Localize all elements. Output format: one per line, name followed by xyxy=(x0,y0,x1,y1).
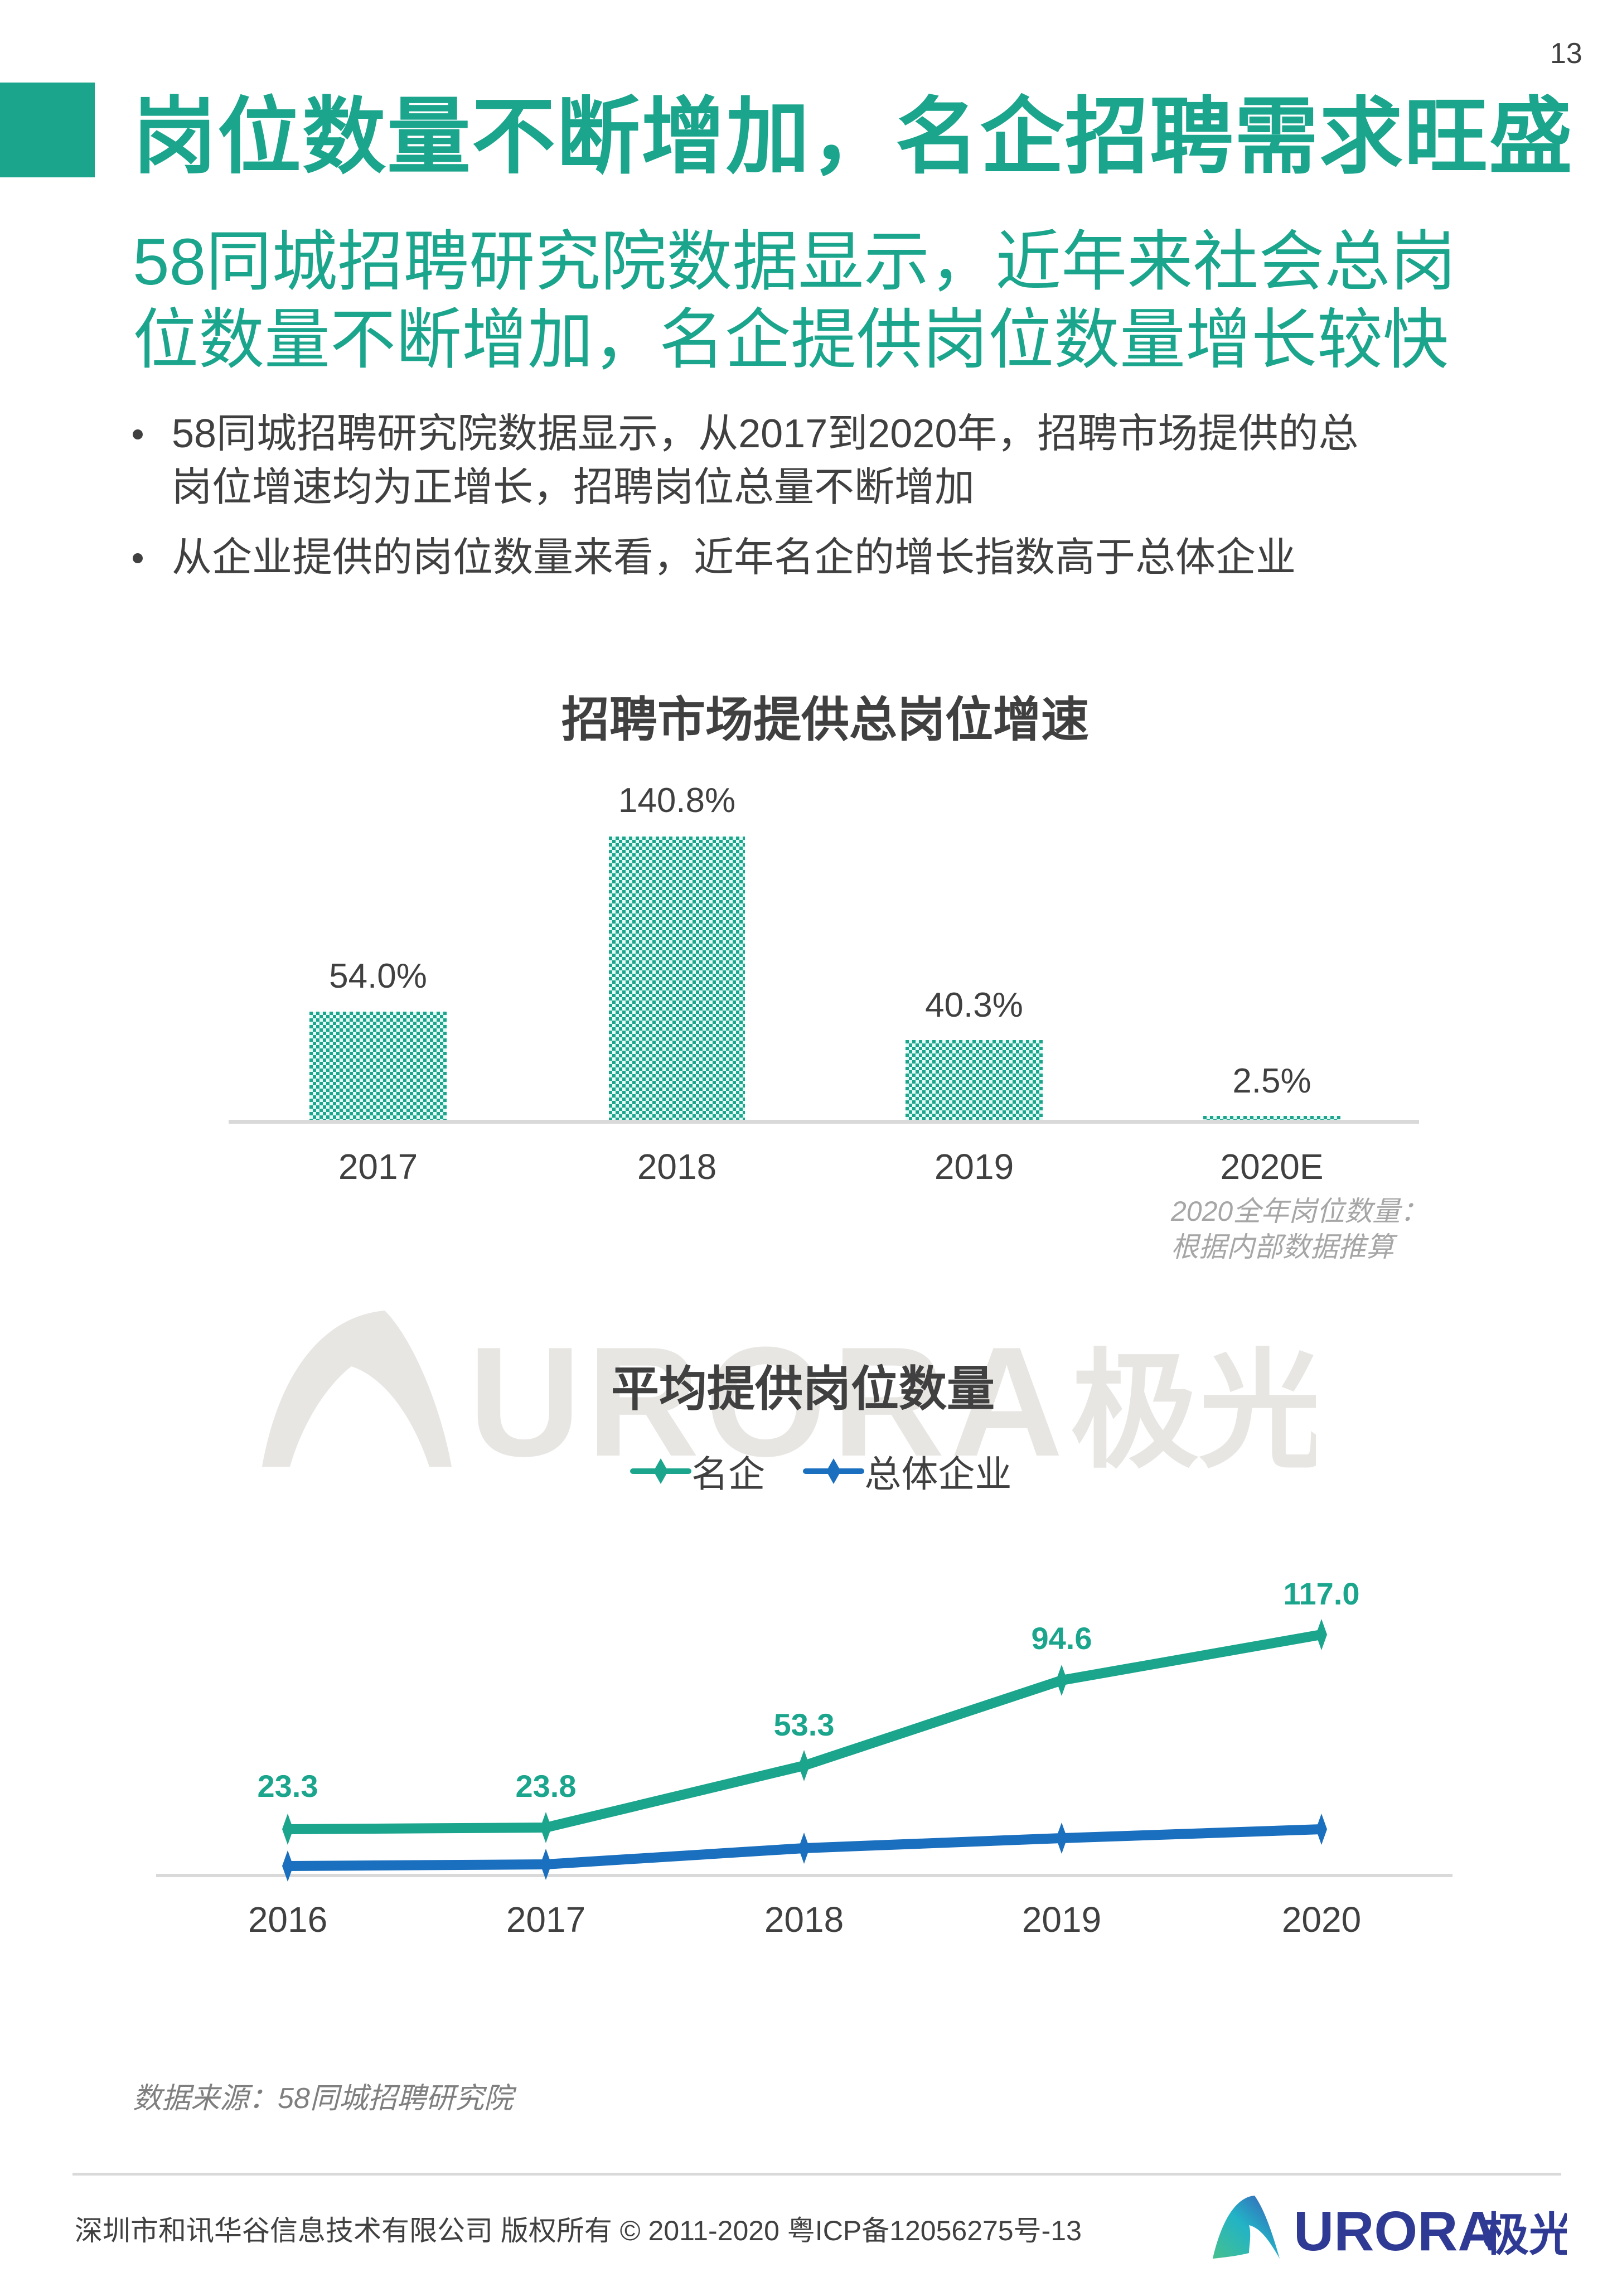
svg-text:极光: 极光 xyxy=(1071,1337,1316,1472)
legend-item-mingqi: 名企 xyxy=(630,1444,765,1498)
line-chart-legend: 名企 总体企业 xyxy=(630,1444,1039,1498)
page-number: 13 xyxy=(1550,37,1582,70)
line-value-label: 94.6 xyxy=(1031,1621,1092,1656)
svg-text:URORA: URORA xyxy=(468,1315,1069,1472)
bar-category-label: 2020E xyxy=(1220,1147,1324,1187)
bar-value-label: 40.3% xyxy=(925,986,1023,1024)
bar-value-label: 2.5% xyxy=(1232,1062,1311,1100)
footer-copyright: 深圳市和讯华谷信息技术有限公司 版权所有 © 2011-2020 粤ICP备12… xyxy=(75,2215,1082,2246)
series-markers-overall xyxy=(282,1814,1327,1882)
subtitle-line-2: 位数量不断增加，名企提供岗位数量增长较快 xyxy=(133,303,1449,377)
line-chart-title: 平均提供岗位数量 xyxy=(611,1362,995,1416)
title-accent-bar xyxy=(0,83,95,177)
line-value-label: 23.8 xyxy=(515,1768,577,1804)
bar-2019 xyxy=(906,1040,1043,1121)
line-value-label: 117.0 xyxy=(1283,1576,1360,1611)
bar-2020e xyxy=(1203,1116,1340,1121)
bar-2017 xyxy=(309,1012,447,1121)
bar-category-label: 2018 xyxy=(637,1147,717,1187)
legend-item-overall: 总体企业 xyxy=(803,1444,1011,1498)
svg-text:URORA: URORA xyxy=(1294,2200,1498,2261)
bullet-text-cont: 岗位增速均为正增长，招聘岗位总量不断增加 xyxy=(172,465,975,510)
bar-chart-annotation: 2020全年岗位数量： 根据内部数据推算 xyxy=(1171,1193,1428,1265)
bar-chart-title: 招聘市场提供总岗位增速 xyxy=(561,693,1089,747)
bullet-dot-icon xyxy=(133,429,143,439)
line-category-label: 2019 xyxy=(1021,1899,1102,1940)
page-subtitle: 58同城招聘研究院数据显示，近年来社会总岗 位数量不断增加，名企提供岗位数量增长… xyxy=(133,223,1582,379)
page-title: 岗位数量不断增加，名企招聘需求旺盛 xyxy=(133,90,1574,183)
bar-category-label: 2019 xyxy=(934,1147,1014,1187)
legend-diamond-line-icon xyxy=(803,1458,865,1484)
line-category-label: 2020 xyxy=(1281,1899,1362,1940)
aurora-watermark-icon: URORA 极光 xyxy=(262,1311,1316,1472)
legend-diamond-line-icon xyxy=(630,1458,691,1484)
line-chart-x-axis xyxy=(156,1874,1452,1877)
line-category-label: 2018 xyxy=(764,1899,844,1940)
bullet-text: 从企业提供的岗位数量来看，近年名企的增长指数高于总体企业 xyxy=(172,535,1296,580)
legend-label: 总体企业 xyxy=(864,1453,1012,1495)
series-markers-mingqi xyxy=(282,1619,1327,1845)
svg-text:极光: 极光 xyxy=(1483,2208,1567,2261)
bar-value-label: 54.0% xyxy=(329,957,427,995)
subtitle-line-1: 58同城招聘研究院数据显示，近年来社会总岗 xyxy=(133,225,1456,299)
bullet-item: 从企业提供的岗位数量来看，近年名企的增长指数高于总体企业 xyxy=(133,531,1560,584)
aurora-logo-icon: URORA 极光 xyxy=(1213,2196,1567,2261)
bullet-dot-icon xyxy=(133,553,143,563)
footer-divider xyxy=(72,2173,1561,2176)
line-value-label: 23.3 xyxy=(257,1768,318,1804)
annotation-line: 根据内部数据推算 xyxy=(1171,1231,1394,1263)
bar-2018 xyxy=(609,837,745,1121)
line-value-label: 53.3 xyxy=(773,1707,835,1742)
annotation-line: 2020全年岗位数量： xyxy=(1171,1196,1429,1227)
legend-label: 名企 xyxy=(691,1453,765,1495)
line-category-label: 2016 xyxy=(248,1899,328,1940)
bullet-list: 58同城招聘研究院数据显示，从2017到2020年，招聘市场提供的总 岗位增速均… xyxy=(133,407,1560,601)
bar-category-label: 2017 xyxy=(338,1147,418,1187)
data-source: 数据来源：58同城招聘研究院 xyxy=(133,2082,513,2115)
bullet-item: 58同城招聘研究院数据显示，从2017到2020年，招聘市场提供的总 岗位增速均… xyxy=(133,407,1560,514)
line-category-label: 2017 xyxy=(506,1899,586,1940)
bar-chart-x-axis xyxy=(229,1120,1419,1124)
bar-value-label: 140.8% xyxy=(618,781,736,820)
bullet-text: 58同城招聘研究院数据显示，从2017到2020年，招聘市场提供的总 xyxy=(172,412,1359,456)
